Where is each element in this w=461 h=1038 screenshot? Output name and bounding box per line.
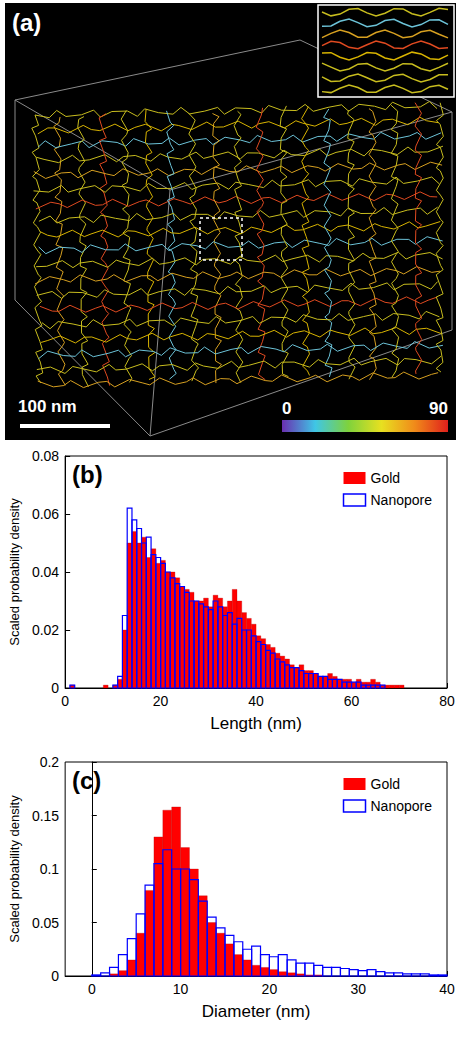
- svg-text:40: 40: [439, 981, 455, 997]
- svg-text:40: 40: [248, 693, 264, 709]
- svg-text:(c): (c): [72, 767, 101, 794]
- svg-text:90: 90: [429, 399, 448, 418]
- svg-text:Nanopore: Nanopore: [371, 492, 433, 508]
- svg-text:20: 20: [262, 981, 278, 997]
- svg-text:100 nm: 100 nm: [18, 397, 77, 416]
- svg-text:0.06: 0.06: [32, 506, 59, 522]
- svg-text:20: 20: [153, 693, 169, 709]
- svg-text:0: 0: [88, 981, 96, 997]
- svg-text:Scaled probability density: Scaled probability density: [7, 795, 22, 943]
- svg-text:0.02: 0.02: [32, 622, 59, 638]
- svg-text:30: 30: [350, 981, 366, 997]
- svg-text:Gold: Gold: [371, 470, 401, 486]
- svg-text:Gold: Gold: [371, 776, 401, 792]
- svg-text:(a): (a): [12, 9, 41, 36]
- svg-text:0.15: 0.15: [32, 808, 59, 824]
- svg-text:0.08: 0.08: [32, 448, 59, 464]
- svg-text:0: 0: [51, 968, 59, 984]
- svg-text:0: 0: [61, 693, 69, 709]
- svg-text:0.05: 0.05: [32, 915, 59, 931]
- svg-text:Nanopore: Nanopore: [371, 798, 433, 814]
- svg-text:0.04: 0.04: [32, 564, 59, 580]
- svg-text:Scaled probability density: Scaled probability density: [7, 498, 22, 646]
- svg-text:(b): (b): [72, 461, 103, 488]
- svg-text:Diameter (nm): Diameter (nm): [202, 1002, 311, 1021]
- svg-text:80: 80: [439, 693, 455, 709]
- svg-text:0: 0: [282, 399, 291, 418]
- svg-text:0: 0: [51, 680, 59, 696]
- svg-text:0.1: 0.1: [40, 861, 60, 877]
- svg-text:Length (nm): Length (nm): [210, 714, 302, 733]
- svg-text:0.2: 0.2: [40, 754, 60, 770]
- svg-text:10: 10: [173, 981, 189, 997]
- svg-text:60: 60: [344, 693, 360, 709]
